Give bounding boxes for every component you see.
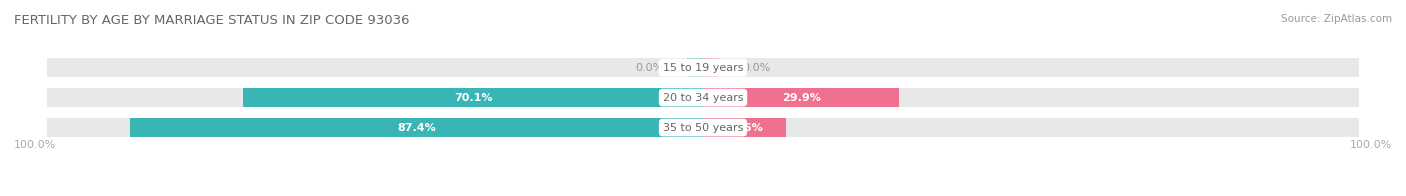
Text: 15 to 19 years: 15 to 19 years (662, 63, 744, 73)
Bar (243, 88, 703, 107)
Bar (129, 118, 703, 137)
Text: FERTILITY BY AGE BY MARRIAGE STATUS IN ZIP CODE 93036: FERTILITY BY AGE BY MARRIAGE STATUS IN Z… (14, 14, 409, 27)
Text: 100.0%: 100.0% (14, 140, 56, 150)
Bar (46, 88, 1360, 107)
Text: 12.6%: 12.6% (725, 122, 763, 132)
Text: 20 to 34 years: 20 to 34 years (662, 93, 744, 103)
Text: 29.9%: 29.9% (782, 93, 821, 103)
Legend: Married, Unmarried: Married, Unmarried (610, 195, 796, 196)
Bar (703, 58, 720, 77)
Text: Source: ZipAtlas.com: Source: ZipAtlas.com (1281, 14, 1392, 24)
Bar (46, 58, 1360, 77)
Text: 87.4%: 87.4% (396, 122, 436, 132)
Text: 70.1%: 70.1% (454, 93, 492, 103)
Bar (703, 88, 900, 107)
Text: 35 to 50 years: 35 to 50 years (662, 122, 744, 132)
Text: 100.0%: 100.0% (1350, 140, 1392, 150)
Text: 0.0%: 0.0% (742, 63, 770, 73)
Bar (686, 58, 703, 77)
Bar (703, 118, 786, 137)
Text: 0.0%: 0.0% (636, 63, 664, 73)
Bar (46, 118, 1360, 137)
